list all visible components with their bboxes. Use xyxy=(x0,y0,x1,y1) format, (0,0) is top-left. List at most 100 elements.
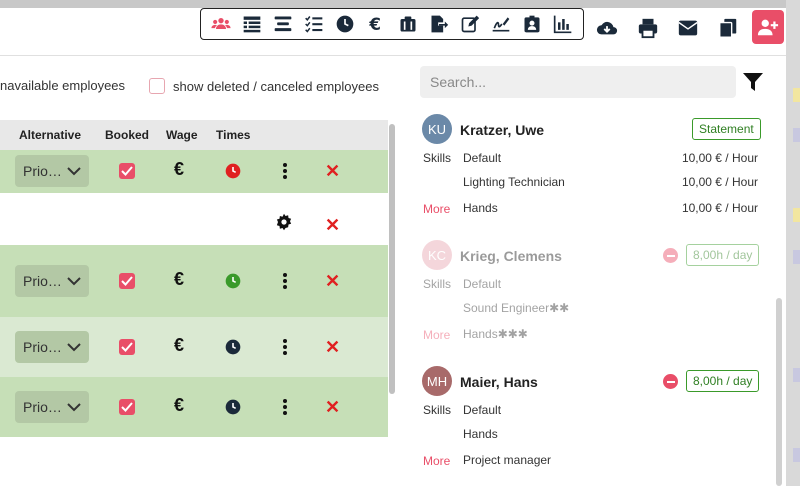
export-icon[interactable] xyxy=(427,12,451,36)
skills-label: Skills xyxy=(423,403,452,417)
users-icon[interactable] xyxy=(209,12,233,36)
wage-euro-icon[interactable]: € xyxy=(174,269,185,289)
priority-select[interactable]: Prio… xyxy=(15,155,89,187)
avatar: KU xyxy=(422,114,452,144)
remove-icon[interactable]: ✕ xyxy=(325,271,341,291)
more-vertical-icon[interactable] xyxy=(282,398,288,416)
table-row: ✕ xyxy=(0,193,388,245)
background-marker xyxy=(793,448,800,462)
time-status-icon-dark[interactable] xyxy=(225,339,241,355)
skills-label: Skills xyxy=(423,277,452,291)
time-status-icon-green[interactable] xyxy=(225,273,241,289)
skill-name: Lighting Technician xyxy=(463,175,565,189)
assignment-table: Alternative Booked Wage Times Prio… € ✕ … xyxy=(0,120,388,437)
chevron-down-icon xyxy=(67,403,81,412)
daily-hours-badge[interactable]: 8,00h / day xyxy=(686,370,760,392)
employee-list: KU Kratzer, Uwe Statement Skills Default… xyxy=(412,104,778,486)
checklist-icon[interactable] xyxy=(302,12,326,36)
skill-name: Hands xyxy=(463,201,498,215)
filter-icon[interactable] xyxy=(741,70,765,94)
employee-name[interactable]: Kratzer, Uwe xyxy=(460,122,545,138)
unavailable-icon xyxy=(663,248,678,263)
booked-checkbox[interactable] xyxy=(119,339,135,355)
svg-text:€: € xyxy=(369,15,382,34)
wage-euro-icon[interactable]: € xyxy=(174,335,185,355)
filter-deleted[interactable]: show deleted / canceled employees xyxy=(149,78,379,94)
gear-icon[interactable] xyxy=(275,213,293,231)
print-icon[interactable] xyxy=(634,14,662,42)
time-status-icon-dark[interactable] xyxy=(225,399,241,415)
clock-icon[interactable] xyxy=(333,12,357,36)
signature-icon[interactable] xyxy=(489,12,513,36)
column-header-booked: Booked xyxy=(105,128,150,142)
remove-icon[interactable]: ✕ xyxy=(325,397,341,417)
priority-select[interactable]: Prio… xyxy=(15,331,89,363)
search-input[interactable] xyxy=(420,66,736,98)
unavailable-icon xyxy=(663,374,678,389)
skills-label: Skills xyxy=(423,151,452,165)
clipboard-icon[interactable] xyxy=(396,12,420,36)
table-row: Prio… € ✕ xyxy=(0,377,388,437)
background-marker xyxy=(793,88,800,102)
more-vertical-icon[interactable] xyxy=(282,338,288,356)
priority-value: Prio… xyxy=(23,339,62,355)
column-header-alternative: Alternative xyxy=(19,128,82,142)
avatar: KC xyxy=(422,240,452,270)
statement-badge[interactable]: Statement xyxy=(692,118,761,140)
table-row: Prio… € ✕ xyxy=(0,317,388,377)
table-scrollbar[interactable] xyxy=(389,124,395,394)
filter-unavailable[interactable]: navailable employees xyxy=(0,78,125,93)
remove-icon[interactable]: ✕ xyxy=(325,337,341,357)
toolbar: € xyxy=(200,8,584,40)
background-panel-edge xyxy=(786,0,800,486)
employee-name[interactable]: Krieg, Clemens xyxy=(460,248,562,264)
booked-checkbox[interactable] xyxy=(119,399,135,415)
align-icon[interactable] xyxy=(271,12,295,36)
booked-checkbox[interactable] xyxy=(119,163,135,179)
show-deleted-checkbox[interactable] xyxy=(149,78,165,94)
background-marker xyxy=(793,208,800,222)
copy-icon[interactable] xyxy=(714,14,742,42)
daily-hours-badge[interactable]: 8,00h / day xyxy=(686,244,760,266)
remove-icon[interactable]: ✕ xyxy=(325,161,341,181)
skill-name: Default xyxy=(463,403,502,417)
priority-select[interactable]: Prio… xyxy=(15,265,89,297)
table-header: Alternative Booked Wage Times xyxy=(0,120,388,148)
add-user-button[interactable] xyxy=(752,10,784,44)
skill-rate: 10,00 € / Hour xyxy=(681,151,758,165)
edit-icon[interactable] xyxy=(458,12,482,36)
divider xyxy=(0,55,786,56)
more-link[interactable]: More xyxy=(423,454,451,468)
cloud-download-icon[interactable] xyxy=(593,14,621,42)
list-rows-icon[interactable] xyxy=(240,12,264,36)
more-link[interactable]: More xyxy=(423,202,451,216)
id-badge-icon[interactable] xyxy=(520,12,544,36)
booked-checkbox[interactable] xyxy=(119,273,135,289)
skill-name: Default xyxy=(463,151,502,165)
remove-icon[interactable]: ✕ xyxy=(325,215,341,235)
background-marker xyxy=(793,368,800,382)
chevron-down-icon xyxy=(67,343,81,352)
priority-select[interactable]: Prio… xyxy=(15,391,89,423)
avatar: MH xyxy=(422,366,452,396)
wage-euro-icon[interactable]: € xyxy=(174,159,185,179)
more-vertical-icon[interactable] xyxy=(282,272,288,290)
employee-list-scrollbar[interactable] xyxy=(776,298,782,486)
chevron-down-icon xyxy=(67,167,81,176)
employee-card[interactable]: MH Maier, Hans 8,00h / day Skills Defaul… xyxy=(412,356,772,482)
employee-card[interactable]: KC Krieg, Clemens 8,00h / day Skills Def… xyxy=(412,230,772,356)
more-link[interactable]: More xyxy=(423,328,451,342)
wage-euro-icon[interactable]: € xyxy=(174,395,185,415)
skill-name: Project manager xyxy=(463,453,552,467)
more-vertical-icon[interactable] xyxy=(282,162,288,180)
mail-icon[interactable] xyxy=(674,14,702,42)
employee-name[interactable]: Maier, Hans xyxy=(460,374,538,390)
chart-icon[interactable] xyxy=(551,12,575,36)
time-status-icon-red[interactable] xyxy=(225,163,241,179)
euro-icon[interactable]: € xyxy=(364,12,388,36)
column-header-times: Times xyxy=(216,128,251,142)
table-row: Prio… € ✕ xyxy=(0,245,388,317)
skill-name: Default xyxy=(463,277,502,291)
background-marker xyxy=(793,250,800,264)
employee-card[interactable]: KU Kratzer, Uwe Statement Skills Default… xyxy=(412,104,772,230)
